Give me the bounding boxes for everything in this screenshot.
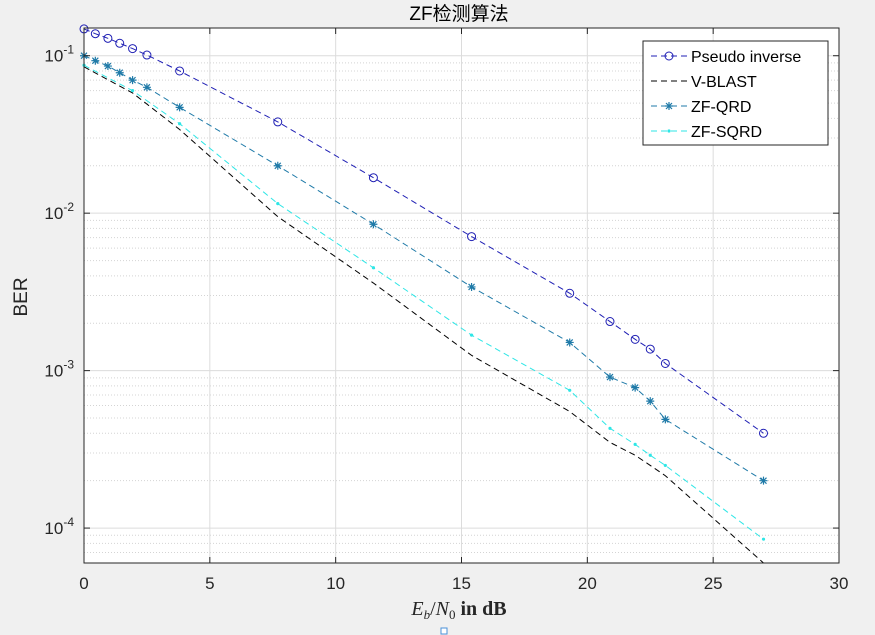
- data-point: [103, 62, 112, 71]
- x-tick-label: 10: [326, 574, 345, 593]
- x-label-rest: in dB: [455, 598, 506, 620]
- data-point: [608, 426, 612, 430]
- series-line: [83, 28, 764, 434]
- legend-label: ZF-QRD: [691, 99, 751, 116]
- legend-entry: V-BLAST: [651, 74, 757, 91]
- data-point: [175, 103, 184, 112]
- data-point: [467, 232, 477, 242]
- y-tick-exponent: -2: [63, 200, 74, 214]
- legend-box: [642, 40, 829, 146]
- data-point: [759, 428, 768, 438]
- chart-title: ZF检测算法: [409, 3, 508, 25]
- x-tick-label: 20: [578, 574, 597, 593]
- y-tick-exponent: -3: [63, 358, 74, 372]
- data-point: [605, 373, 614, 382]
- data-point: [103, 33, 113, 43]
- x-label-var2: N: [435, 598, 451, 620]
- series-zf-sqrd: [82, 63, 766, 541]
- data-point: [115, 38, 125, 48]
- data-point: [645, 344, 655, 354]
- legend-label: V-BLAST: [691, 74, 757, 91]
- data-point: [565, 288, 575, 298]
- data-point: [369, 220, 378, 229]
- legend-entry: Pseudo inverse: [651, 49, 801, 66]
- data-point: [90, 29, 100, 39]
- data-point: [759, 476, 768, 485]
- x-tick-label: 30: [830, 574, 849, 593]
- series-line: [83, 64, 764, 540]
- data-point: [175, 66, 185, 76]
- data-point: [663, 463, 667, 468]
- data-point: [761, 537, 766, 541]
- series-pseudo-inverse: [79, 24, 768, 438]
- legend-entry: ZF-QRD: [651, 99, 751, 116]
- series-line: [83, 55, 764, 482]
- data-point: [273, 117, 283, 127]
- data-point: [142, 50, 152, 60]
- data-point: [128, 44, 138, 54]
- data-point: [660, 358, 670, 368]
- series-line: [83, 66, 764, 564]
- data-point: [128, 76, 137, 85]
- data-point: [371, 266, 376, 270]
- axis-ticks: [83, 28, 840, 563]
- legend-marker: [665, 102, 673, 110]
- data-point: [631, 383, 640, 392]
- y-tick-exponent: -1: [63, 43, 74, 57]
- x-label-sep: /: [430, 598, 436, 620]
- x-label-sub2: 0: [449, 607, 456, 622]
- y-axis-label: BER: [11, 277, 32, 316]
- data-point: [630, 334, 640, 344]
- data-point: [130, 89, 135, 93]
- data-point: [178, 122, 182, 126]
- data-point: [467, 282, 476, 291]
- data-point: [646, 397, 655, 406]
- data-point: [276, 202, 280, 206]
- data-point: [605, 317, 615, 327]
- legend: Pseudo inverse V-BLAST ZF-QRD ZF-SQRD: [642, 40, 829, 146]
- x-label-var1: E: [410, 598, 423, 620]
- data-point: [469, 333, 474, 337]
- data-point: [273, 161, 282, 170]
- data-point: [115, 68, 124, 77]
- data-point: [633, 442, 637, 446]
- x-tick-label: 0: [79, 574, 88, 593]
- x-tick-label: 25: [704, 574, 723, 593]
- x-axis-label: Eb/N0 in dB: [410, 598, 506, 622]
- x-tick-label: 5: [205, 574, 214, 593]
- data-point: [568, 388, 572, 392]
- data-point: [565, 338, 574, 347]
- legend-entry: ZF-SQRD: [651, 124, 762, 141]
- data-point: [142, 83, 151, 92]
- series-v-blast: [83, 66, 764, 564]
- x-tick-label: 15: [452, 574, 471, 593]
- legend-label: ZF-SQRD: [691, 124, 762, 141]
- y-tick-exponent: -4: [63, 515, 74, 529]
- data-point: [661, 415, 670, 424]
- x-label-sub1: b: [424, 607, 431, 622]
- data-point: [368, 173, 378, 183]
- legend-marker: [667, 129, 671, 133]
- resize-handle[interactable]: [440, 627, 448, 635]
- legend-label: Pseudo inverse: [691, 49, 801, 66]
- legend-marker: [664, 51, 674, 61]
- data-point: [648, 453, 652, 457]
- data-point: [91, 56, 100, 65]
